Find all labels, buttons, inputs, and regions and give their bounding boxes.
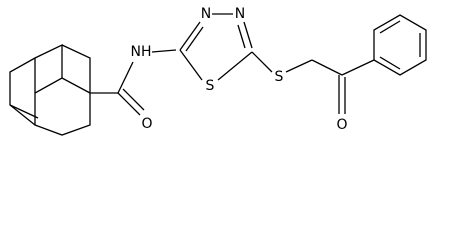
structure: NH N N S S O O bbox=[9, 6, 427, 136]
bond bbox=[311, 59, 343, 76]
atom-label: O bbox=[336, 117, 347, 133]
bond bbox=[243, 21, 253, 49]
bond bbox=[122, 88, 145, 111]
bond bbox=[117, 92, 141, 116]
bond bbox=[251, 51, 273, 73]
bond bbox=[179, 49, 203, 81]
bond bbox=[373, 14, 427, 76]
bond bbox=[9, 104, 39, 119]
bond bbox=[217, 51, 253, 81]
bond bbox=[237, 24, 246, 49]
bond bbox=[34, 77, 91, 136]
bonds bbox=[9, 13, 427, 136]
atom-label: NH bbox=[131, 44, 152, 60]
bond bbox=[61, 44, 91, 93]
bond bbox=[341, 59, 375, 76]
bond bbox=[379, 20, 401, 34]
bond bbox=[379, 56, 401, 70]
atom-label: O bbox=[141, 116, 152, 132]
bond bbox=[185, 26, 204, 52]
atom-label: S bbox=[275, 69, 284, 85]
bond bbox=[117, 61, 134, 94]
bond bbox=[285, 59, 313, 73]
atom-label: N bbox=[235, 6, 245, 22]
page: NH N N S S O O (() => { const data = JSO… bbox=[9, 6, 427, 136]
bond bbox=[9, 43, 63, 126]
bond bbox=[179, 21, 201, 51]
atom-label: N bbox=[201, 6, 211, 22]
bond bbox=[151, 49, 177, 53]
atom-label: S bbox=[206, 78, 215, 94]
